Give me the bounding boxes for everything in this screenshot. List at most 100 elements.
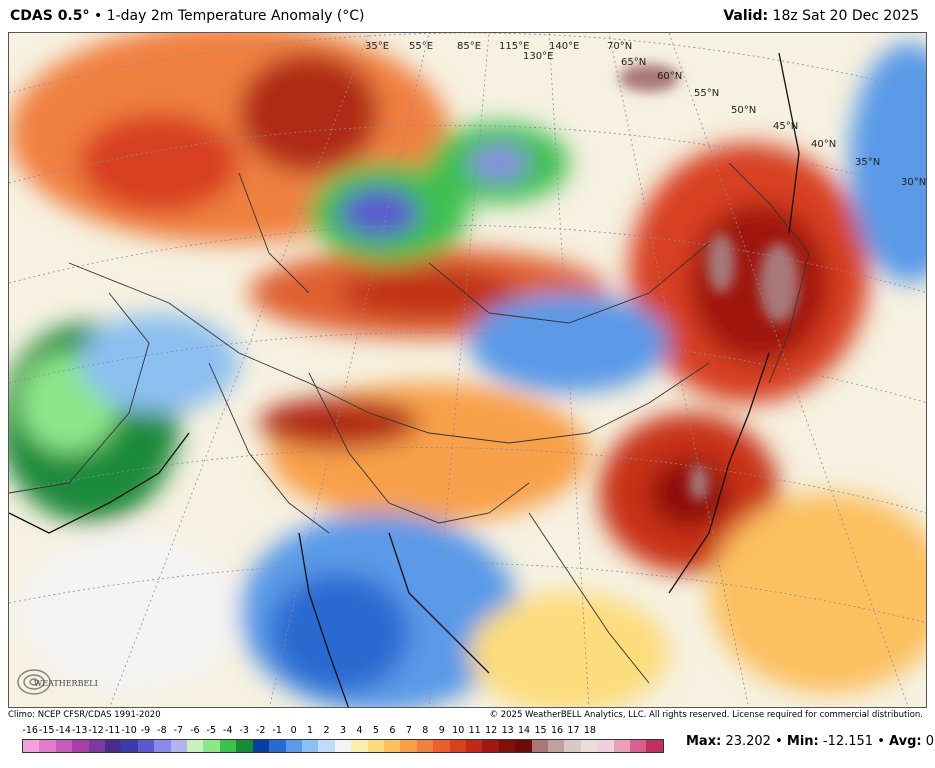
colorbar-swatch	[383, 740, 401, 752]
colorbar-swatch	[105, 740, 122, 752]
colorbar-swatch	[203, 740, 220, 752]
colorbar-label: -9	[140, 725, 151, 736]
logo-text: WEATHERBELL	[34, 679, 98, 688]
lon-label-140e: 140°E	[549, 41, 579, 52]
colorbar-swatch	[646, 740, 663, 752]
stats-sep-2: •	[877, 734, 885, 749]
lon-label-55e: 55°E	[409, 41, 433, 52]
product-name: 1-day 2m Temperature Anomaly (°C)	[106, 8, 365, 24]
lat-label-55: 55°N	[694, 88, 719, 99]
swirl-logo-icon: WEATHERBELL	[17, 669, 101, 695]
colorbar-label: -2	[255, 725, 266, 736]
colorbar-label: 13	[501, 725, 514, 736]
colorbar-swatch	[301, 740, 319, 752]
map-canvas: 70°N 65°N 60°N 55°N 50°N 45°N 40°N 35°N …	[9, 33, 926, 707]
colorbar-swatch	[219, 740, 237, 752]
colorbar-label: 2	[323, 725, 330, 736]
colorbar-swatch	[367, 740, 384, 752]
colorbar-swatches	[22, 739, 664, 753]
colorbar-label: 15	[534, 725, 547, 736]
colorbar-swatch	[121, 740, 138, 752]
colorbar-label: 11	[468, 725, 481, 736]
weatherbell-logo: WEATHERBELL	[14, 662, 101, 702]
lat-label-65: 65°N	[621, 57, 646, 68]
colorbar-label: -16	[22, 725, 38, 736]
colorbar-label: -6	[190, 725, 200, 736]
colorbar-label: -3	[239, 725, 249, 736]
colorbar-swatch	[285, 740, 302, 752]
colorbar-swatch	[39, 740, 56, 752]
colorbar-label: 16	[550, 725, 564, 736]
country-borders	[9, 162, 810, 684]
lat-label-45: 45°N	[773, 121, 798, 132]
colorbar-swatch	[72, 740, 89, 752]
avg-label: Avg:	[889, 734, 922, 749]
colorbar-swatch	[236, 740, 253, 752]
max-label: Max:	[686, 734, 722, 749]
colorbar-label: -15	[38, 725, 55, 736]
colorbar-label: 1	[307, 725, 314, 736]
colorbar-swatch	[334, 740, 352, 752]
colorbar-swatch	[548, 740, 565, 752]
title-bullet: •	[93, 8, 103, 24]
colorbar-swatch	[23, 740, 40, 752]
colorbar-swatch	[416, 740, 434, 752]
min-label: Min:	[786, 734, 819, 749]
colorbar-swatch	[400, 740, 417, 752]
valid-value: 18z Sat 20 Dec 2025	[772, 8, 919, 24]
colorbar-swatch	[269, 740, 286, 752]
colorbar-swatch	[580, 740, 598, 752]
colorbar-label: 0	[290, 725, 297, 736]
colorbar-label: 5	[372, 725, 379, 736]
colorbar-label: 18	[583, 725, 596, 736]
colorbar-label: 7	[405, 725, 412, 736]
colorbar-label: 12	[485, 725, 498, 736]
colorbar-swatch	[564, 740, 581, 752]
colorbar-label: 9	[438, 725, 445, 736]
coastlines	[9, 52, 800, 707]
valid-label: Valid:	[723, 8, 769, 24]
colorbar-label: 4	[356, 725, 363, 736]
max-value: 23.202	[725, 734, 771, 749]
colorbar-label: 8	[422, 725, 429, 736]
anomaly-field	[9, 33, 926, 707]
colorbar-swatch	[515, 740, 532, 752]
lon-label-130e: 130°E	[523, 51, 553, 62]
model-name: CDAS 0.5°	[10, 8, 90, 24]
colorbar-swatch	[449, 740, 466, 752]
lon-label-85e: 85°E	[457, 41, 481, 52]
colorbar-label: 14	[518, 725, 531, 736]
colorbar-swatch	[55, 740, 73, 752]
climo-note: Climo: NCEP CFSR/CDAS 1991-2020	[8, 710, 161, 720]
colorbar-label: -13	[71, 725, 88, 736]
min-value: -12.151	[822, 734, 874, 749]
header: CDAS 0.5° • 1-day 2m Temperature Anomaly…	[0, 0, 935, 32]
map-title: CDAS 0.5° • 1-day 2m Temperature Anomaly…	[10, 8, 365, 24]
colorbar-swatch	[137, 740, 155, 752]
colorbar-swatch	[252, 740, 270, 752]
valid-time: Valid: 18z Sat 20 Dec 2025	[723, 8, 919, 24]
lat-label-35: 35°N	[855, 157, 880, 168]
lon-label-35e: 35°E	[365, 41, 389, 52]
lat-label-50: 50°N	[731, 105, 756, 116]
colorbar-swatch	[498, 740, 516, 752]
colorbar-swatch	[318, 740, 335, 752]
colorbar-swatch	[433, 740, 450, 752]
stats-sep-1: •	[775, 734, 783, 749]
colorbar-swatch	[482, 740, 499, 752]
colorbar-swatch	[170, 740, 188, 752]
colorbar-label: 17	[567, 725, 580, 736]
colorbar-swatch	[465, 740, 483, 752]
colorbar-label: -5	[206, 725, 217, 736]
colorbar-label: 10	[452, 725, 465, 736]
colorbar-swatch	[630, 740, 647, 752]
colorbar-label: -4	[223, 725, 233, 736]
colorbar-swatch	[531, 740, 548, 752]
lat-label-40: 40°N	[811, 139, 836, 150]
lat-label-60: 60°N	[657, 71, 682, 82]
avg-value: 0.987	[925, 734, 935, 749]
colorbar-label: -8	[157, 725, 167, 736]
anomaly-map: 70°N 65°N 60°N 55°N 50°N 45°N 40°N 35°N …	[8, 32, 927, 708]
lon-label-115e: 115°E	[499, 41, 529, 52]
colorbar-swatch	[351, 740, 368, 752]
